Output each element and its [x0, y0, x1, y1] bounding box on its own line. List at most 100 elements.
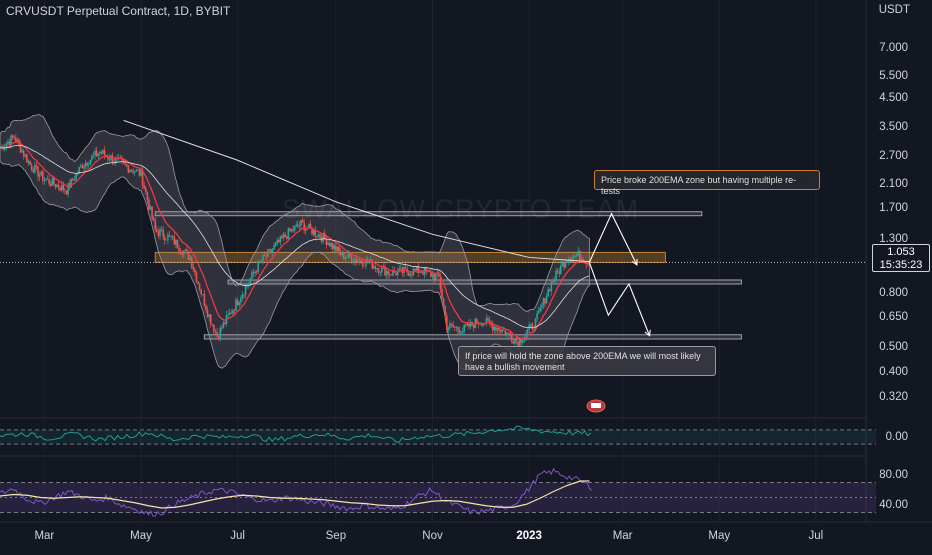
candle-body: [15, 137, 17, 142]
candle-body: [379, 272, 382, 273]
candle-body: [512, 341, 515, 344]
candle-body: [450, 323, 453, 325]
candle-body: [209, 314, 212, 325]
candle-body: [165, 239, 168, 241]
candle-body: [485, 318, 488, 324]
candle-body: [124, 162, 126, 165]
candle-body: [86, 162, 88, 166]
annotation-top[interactable]: Price broke 200EMA zone but having multi…: [594, 170, 820, 196]
candle-body: [133, 171, 136, 173]
candle-body: [173, 236, 176, 245]
candle-body: [542, 298, 545, 306]
candle-body: [384, 266, 386, 276]
candle-body: [289, 228, 291, 232]
candle-body: [449, 323, 451, 328]
candle-body: [243, 294, 245, 296]
candle-body: [21, 150, 23, 153]
candle-body: [496, 327, 499, 331]
candle-body: [160, 229, 163, 231]
candles-group: [0, 133, 591, 350]
price-tick-label: 7.000: [879, 42, 908, 55]
candle-body: [560, 265, 562, 274]
candle-body: [284, 234, 286, 237]
price-tick-label: 1.300: [879, 232, 908, 245]
candle-body: [201, 294, 204, 295]
candle-body: [493, 326, 496, 331]
candle-body: [491, 324, 494, 331]
candle-body: [541, 305, 543, 308]
candle-body: [76, 173, 79, 175]
candle-body: [376, 267, 378, 269]
price-tick-label: 0.500: [879, 340, 908, 353]
candle-body: [322, 233, 324, 242]
time-tick-label: May: [708, 530, 731, 542]
price-tick-label: 0.800: [879, 287, 908, 300]
price-axis-unit: USDT: [878, 4, 910, 16]
candle-body: [179, 251, 182, 253]
candle-body: [460, 333, 462, 334]
candle-body: [327, 242, 329, 245]
candle-body: [526, 329, 529, 334]
candle-body: [53, 178, 55, 185]
candle-body: [89, 159, 92, 165]
candle-body: [49, 183, 52, 186]
candle-body: [319, 234, 321, 238]
candle-body: [517, 341, 519, 348]
candle-body: [144, 188, 147, 192]
time-tick-label: Jul: [230, 530, 245, 542]
candle-body: [159, 229, 161, 236]
candle-body: [270, 248, 272, 252]
candle-body: [41, 171, 44, 181]
candle-body: [537, 310, 540, 314]
candle-body: [127, 165, 130, 173]
candle-body: [398, 268, 401, 271]
watermark: SWALLOW CRYPTO TEAM: [282, 194, 640, 224]
candle-body: [285, 236, 288, 239]
candle-body: [10, 135, 12, 145]
candle-body: [469, 321, 472, 327]
price-tick-label: 0.320: [879, 390, 908, 403]
candle-body: [240, 298, 242, 303]
rsi-tick-label: 40.00: [879, 499, 908, 511]
candle-body: [381, 266, 383, 273]
price-tick-label: 0.650: [879, 310, 908, 323]
candle-body: [488, 320, 491, 324]
candle-body: [190, 257, 193, 268]
last-price-tag: 1.053 15:35:23: [872, 244, 930, 272]
candle-body: [363, 265, 366, 267]
price-tick-label: 5.500: [879, 69, 908, 82]
candle-body: [99, 151, 101, 154]
candle-body: [278, 240, 280, 243]
candle-body: [323, 233, 326, 239]
candle-body: [522, 340, 524, 343]
candle-body: [178, 248, 180, 252]
candle-body: [556, 270, 559, 272]
candle-body: [531, 323, 534, 330]
candle-body: [48, 178, 50, 184]
candle-body: [564, 262, 567, 268]
candle-body: [316, 236, 318, 237]
candle-body: [170, 235, 172, 237]
rsi-tick-label: 80.00: [879, 469, 908, 481]
candle-body: [97, 153, 100, 157]
candle-body: [45, 179, 47, 181]
candle-body: [387, 270, 389, 275]
candle-body: [354, 258, 356, 262]
annotation-bottom[interactable]: If price will hold the zone above 200EMA…: [458, 346, 716, 376]
candle-body: [371, 259, 374, 269]
candle-body: [355, 258, 358, 262]
candle-body: [287, 228, 290, 239]
time-tick-label: May: [130, 530, 152, 542]
candle-body: [208, 314, 210, 317]
candle-body: [213, 324, 215, 332]
candle-body: [257, 261, 260, 273]
candle-body: [561, 262, 564, 266]
candle-body: [304, 228, 307, 231]
candle-body: [224, 322, 226, 324]
zone-3: [203, 334, 742, 340]
candle-body: [266, 249, 269, 257]
candle-body: [87, 164, 90, 166]
candle-body: [583, 262, 586, 264]
